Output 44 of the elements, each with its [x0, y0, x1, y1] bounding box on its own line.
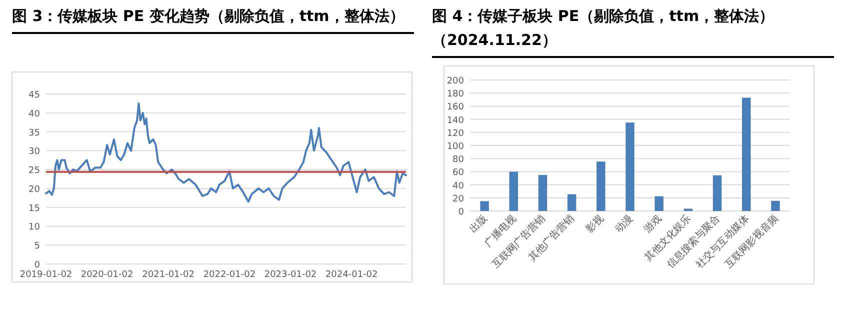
line-series [45, 102, 407, 203]
y-tick-label: 120 [446, 128, 464, 139]
x-tick-label: 出版 [467, 212, 490, 236]
bar [771, 200, 780, 211]
y-tick-label: 160 [446, 102, 464, 113]
bar [567, 194, 576, 211]
y-tick-label: 60 [452, 168, 464, 178]
x-tick-label: 2020-01-02 [80, 270, 134, 280]
y-tick-label: 0 [458, 208, 464, 218]
x-tick-label: 2023-01-02 [264, 270, 317, 280]
x-tick-label: 游戏 [642, 212, 664, 236]
y-tick-label: 140 [446, 116, 464, 126]
x-tick-label: 影视 [583, 212, 606, 236]
x-tick-label: 动漫 [612, 212, 636, 236]
y-tick-label: 5 [34, 242, 40, 252]
y-tick-label: 10 [28, 222, 40, 233]
y-tick-label: 200 [446, 76, 464, 86]
y-tick-label: 25 [28, 166, 40, 176]
bar [626, 122, 634, 211]
chart-title: 图 4：传媒子板块 PE（剔除负值，ttm，整体法）（2024.11.22） [432, 4, 834, 58]
bar [742, 98, 751, 211]
y-tick-label: 20 [28, 184, 40, 195]
bar [654, 196, 664, 211]
y-tick-label: 45 [28, 90, 40, 100]
bar [509, 172, 518, 211]
x-tick-label: 2021-01-02 [142, 270, 194, 280]
y-tick-label: 40 [28, 109, 40, 120]
y-tick-label: 35 [28, 128, 40, 138]
chart-title: 图 3：传媒板块 PE 变化趋势（剔除负值，ttm，整体法） [12, 4, 414, 34]
y-tick-label: 20 [452, 194, 464, 204]
y-tick-label: 80 [452, 155, 464, 166]
x-tick-label: 2024-01-02 [325, 270, 378, 280]
y-tick-label: 100 [446, 142, 464, 152]
y-tick-label: 0 [34, 260, 40, 270]
y-tick-label: 180 [446, 90, 464, 100]
bar [538, 174, 548, 211]
y-tick-label: 40 [452, 181, 464, 192]
bar [712, 175, 722, 211]
x-tick-label: 2022-01-02 [203, 270, 256, 280]
y-tick-label: 30 [28, 147, 40, 158]
bar [596, 162, 606, 211]
x-tick-label: 2019-01-02 [20, 270, 72, 280]
y-tick-label: 15 [28, 204, 40, 214]
bar [480, 201, 489, 211]
